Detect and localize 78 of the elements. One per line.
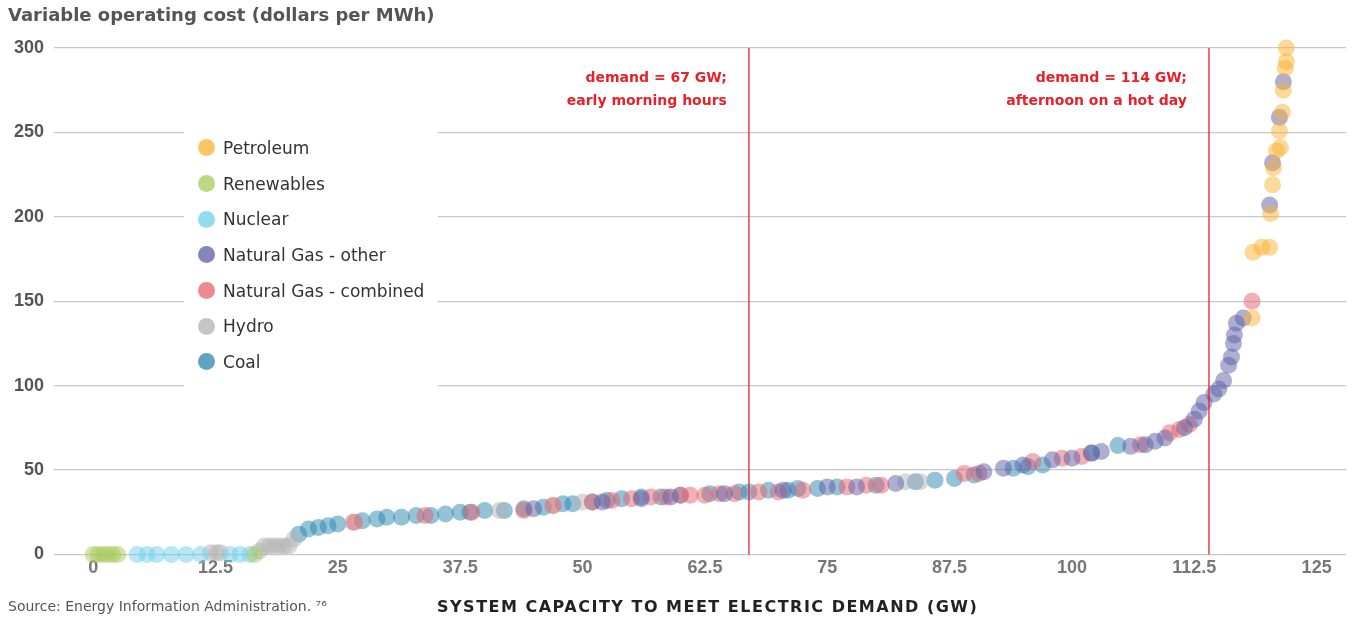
point: [994, 459, 1012, 477]
point: [1215, 372, 1233, 390]
x-tick-label: 37.5: [442, 557, 478, 578]
point: [1274, 81, 1292, 99]
source-note: Source: Energy Information Administration. ⁷⁶: [8, 598, 327, 614]
point: [162, 545, 180, 563]
point: [109, 545, 127, 563]
point: [696, 486, 714, 504]
x-axis-title: SYSTEM CAPACITY TO MEET ELECTRIC DEMAND (GW): [437, 597, 979, 616]
point: [1043, 451, 1061, 469]
point: [378, 508, 396, 526]
ref-line-label: demand = 114 GW; afternoon on a hot day: [1006, 69, 1187, 108]
point: [975, 463, 993, 481]
point: [525, 500, 543, 518]
x-tick-label: 75: [817, 557, 838, 578]
x-tick-label: 12.5: [198, 557, 234, 578]
point: [1277, 39, 1295, 57]
point: [1261, 238, 1279, 256]
point: [681, 486, 699, 504]
point: [392, 508, 410, 526]
point: [177, 545, 195, 563]
x-tick-label: 0: [88, 557, 99, 578]
ref-line-label: demand = 67 GW; early morning hours: [566, 69, 727, 108]
point: [1014, 456, 1032, 474]
point: [490, 502, 508, 520]
point: [148, 545, 166, 563]
legend-label: Renewables: [223, 173, 325, 194]
point: [1270, 122, 1288, 140]
point: [1222, 348, 1240, 366]
y-tick-label: 0: [34, 543, 45, 564]
y-tick-label: 250: [13, 121, 45, 142]
point: [926, 471, 944, 489]
point: [416, 507, 434, 525]
legend-label: Hydro: [223, 316, 274, 337]
point: [848, 478, 866, 496]
point: [662, 488, 680, 506]
legend-label: Coal: [223, 351, 261, 372]
y-tick-label: 150: [13, 290, 45, 311]
point: [911, 473, 929, 491]
point: [246, 545, 264, 563]
point: [818, 478, 836, 496]
point: [750, 483, 768, 501]
point: [1262, 204, 1280, 222]
point: [593, 493, 611, 511]
point: [1063, 449, 1081, 467]
x-tick-label: 87.5: [932, 557, 968, 578]
legend-label: Nuclear: [223, 209, 289, 230]
point: [794, 481, 812, 499]
point: [955, 464, 973, 482]
point: [1264, 176, 1282, 194]
x-tick-label: 112.5: [1172, 557, 1217, 578]
point: [329, 515, 347, 533]
y-tick-label: 100: [13, 374, 45, 395]
point: [1273, 103, 1291, 121]
y-tick-label: 50: [24, 458, 45, 479]
point: [1243, 292, 1261, 310]
y-tick-label: 200: [13, 205, 45, 226]
point: [1265, 159, 1283, 177]
point: [774, 481, 792, 499]
legend-label: Natural Gas - other: [223, 244, 386, 265]
point: [887, 475, 905, 492]
point: [1156, 429, 1174, 447]
point: [1092, 442, 1110, 460]
point: [872, 476, 890, 494]
point: [285, 530, 303, 548]
x-tick-label: 125: [1301, 557, 1332, 578]
x-tick-label: 62.5: [687, 557, 723, 578]
legend-label: Petroleum: [223, 137, 310, 158]
point: [715, 485, 733, 503]
point: [437, 505, 455, 523]
x-tick-label: 100: [1056, 557, 1087, 578]
x-tick-label: 25: [327, 557, 348, 578]
x-tick-label: 50: [572, 557, 593, 578]
point: [1122, 437, 1140, 455]
point: [1243, 309, 1261, 327]
y-tick-label: 300: [13, 36, 45, 57]
legend-label: Natural Gas - combined: [223, 280, 425, 301]
y-axis-title: Variable operating cost (dollars per MWh): [8, 4, 435, 25]
